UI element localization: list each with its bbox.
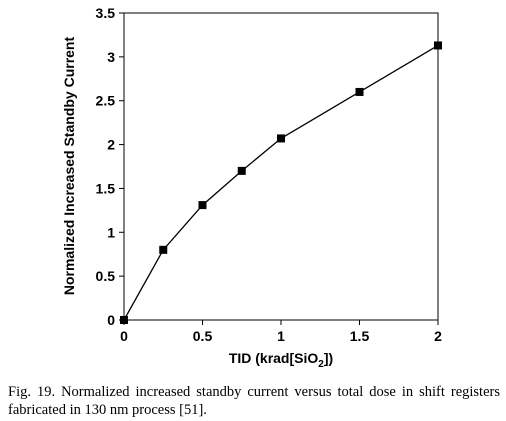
x-axis-title-main: TID (krad[SiO	[229, 350, 319, 366]
data-point	[355, 87, 364, 96]
chart: 0 0.5 1 1.5 2 2.5 3 3.5 0 0.5 1 1.5 2 Normalized In…	[61, 5, 442, 370]
y-axis-title: Normalized Increased Standby Current	[61, 37, 77, 296]
x-axis-title: TID (krad[SiO2])	[229, 350, 333, 370]
y-tick-label: 0	[107, 312, 115, 328]
y-axis: 0 0.5 1 1.5 2 2.5 3 3.5	[96, 5, 124, 328]
y-tick-label: 2.5	[96, 93, 116, 109]
x-axis-title-tail: ])	[324, 350, 333, 366]
data-point	[198, 201, 207, 210]
data-point	[120, 316, 128, 324]
x-tick-label: 1.5	[350, 328, 370, 344]
data-point	[277, 134, 285, 143]
y-tick-label: 2	[107, 137, 115, 153]
figure-caption: Fig. 19. Normalized increased standby cu…	[8, 384, 500, 418]
x-tick-label: 1	[277, 328, 285, 344]
x-axis: 0 0.5 1 1.5 2	[120, 320, 442, 344]
y-tick-label: 1	[107, 224, 115, 240]
series-markers	[120, 41, 442, 324]
y-tick-label: 3.5	[96, 5, 116, 21]
x-tick-label: 0	[120, 328, 128, 344]
y-tick-label: 0.5	[96, 268, 116, 284]
data-point	[237, 166, 246, 175]
x-tick-label: 2	[434, 328, 442, 344]
y-tick-label: 1.5	[96, 180, 116, 196]
plot-frame	[123, 12, 439, 321]
x-axis-title-subscript: 2	[318, 359, 324, 370]
y-tick-label: 3	[107, 49, 115, 65]
series-line	[123, 44, 439, 321]
data-point	[434, 41, 442, 50]
x-tick-label: 0.5	[193, 328, 213, 344]
data-point	[159, 245, 168, 254]
